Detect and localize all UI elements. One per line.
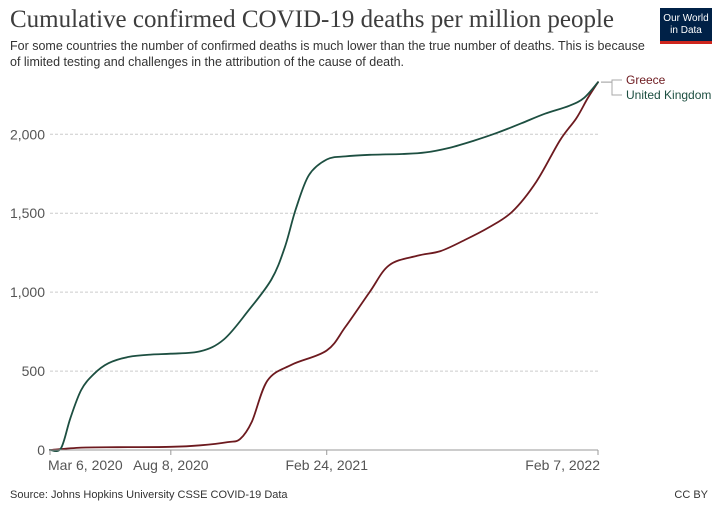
y-tick-label: 500 — [22, 363, 46, 379]
chart-subtitle: For some countries the number of confirm… — [10, 39, 645, 69]
series-lines — [49, 81, 599, 453]
legend-label-united-kingdom: United Kingdom — [626, 88, 711, 102]
logo-line-2: in Data — [670, 25, 702, 36]
x-tick-label: Feb 24, 2021 — [285, 457, 368, 473]
chart-title: Cumulative confirmed COVID-19 deaths per… — [10, 6, 615, 33]
series-line-united-kingdom — [49, 81, 599, 453]
grid-lines — [50, 133, 598, 372]
legend-connector — [601, 81, 622, 96]
x-tick-label: Aug 8, 2020 — [133, 457, 209, 473]
axes: 0 500 1,000 1,500 2,000 Mar 6, 2020 Aug 8, 202… — [10, 126, 600, 473]
source-note[interactable]: Source: Johns Hopkins University CSSE CO… — [10, 489, 288, 501]
y-tick-label: 2,000 — [10, 126, 45, 142]
x-tick-label: Feb 7, 2022 — [525, 457, 600, 473]
owid-logo[interactable]: Our World in Data — [660, 8, 712, 44]
license-note[interactable]: CC BY — [674, 489, 708, 501]
series-line-greece — [49, 81, 599, 451]
y-tick-label: 0 — [37, 442, 45, 458]
y-tick-label: 1,000 — [10, 284, 45, 300]
logo-line-1: Our World — [663, 13, 709, 24]
legend-label-greece: Greece — [626, 73, 666, 87]
y-tick-label: 1,500 — [10, 205, 45, 221]
x-tick-label: Mar 6, 2020 — [48, 457, 123, 473]
